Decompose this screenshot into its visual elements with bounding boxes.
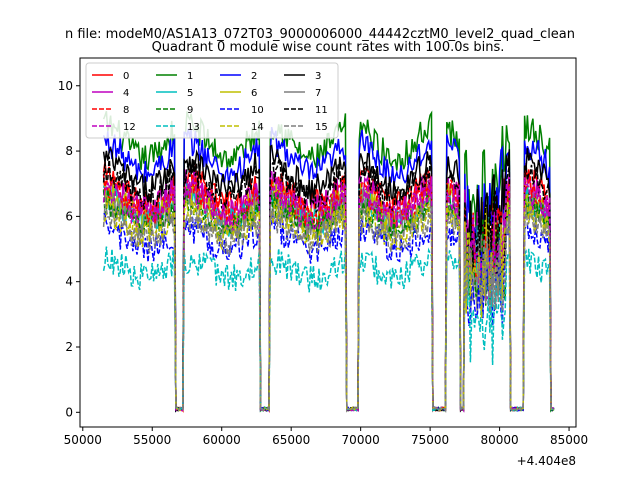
x-axis: 50000 55000 60000 65000 70000 75000 80000 85000 — [64, 427, 588, 447]
x-tick-label: 65000 — [272, 433, 310, 447]
legend-label-15: 15 — [315, 122, 328, 133]
x-tick-label: 55000 — [133, 433, 171, 447]
x-tick-label: 50000 — [64, 433, 102, 447]
y-tick-label: 0 — [65, 405, 73, 419]
y-tick-label: 10 — [58, 79, 73, 93]
y-tick-label: 6 — [65, 209, 73, 223]
x-tick-label: 85000 — [550, 433, 588, 447]
y-tick-label: 2 — [65, 340, 73, 354]
y-tick-label: 4 — [65, 275, 73, 289]
series-line-13 — [102, 246, 555, 414]
legend-label-13: 13 — [187, 122, 200, 133]
legend-label-9: 9 — [187, 105, 193, 116]
legend-label-8: 8 — [123, 105, 129, 116]
plot-frame — [79, 57, 577, 428]
legend-label-4: 4 — [123, 88, 129, 99]
figure-suptitle: n file: modeM0/AS1A13_072T03_9000006000_… — [65, 27, 575, 42]
series-layer — [102, 110, 555, 414]
legend-label-14: 14 — [251, 122, 264, 133]
x-tick-label: 75000 — [411, 433, 449, 447]
x-tick-label: 80000 — [480, 433, 518, 447]
x-tick-label: 70000 — [342, 433, 380, 447]
series-line-12 — [102, 176, 554, 413]
legend-label-11: 11 — [315, 105, 328, 116]
y-axis: 0 2 4 6 8 10 — [58, 79, 80, 419]
legend-label-3: 3 — [315, 71, 321, 82]
legend-box — [85, 62, 339, 139]
legend-label-1: 1 — [187, 71, 193, 82]
x-tick-label: 60000 — [203, 433, 241, 447]
legend-label-7: 7 — [315, 88, 321, 99]
legend-label-0: 0 — [123, 71, 129, 82]
legend-label-6: 6 — [251, 88, 257, 99]
chart-title: Quadrant 0 module wise count rates with … — [152, 40, 505, 55]
legend-label-5: 5 — [187, 88, 193, 99]
series-line-15 — [102, 204, 555, 414]
legend-label-2: 2 — [251, 71, 257, 82]
legend-label-12: 12 — [123, 122, 136, 133]
x-offset-label: +4.404e8 — [517, 454, 576, 468]
y-tick-label: 8 — [65, 144, 73, 158]
legend-label-10: 10 — [251, 105, 264, 116]
